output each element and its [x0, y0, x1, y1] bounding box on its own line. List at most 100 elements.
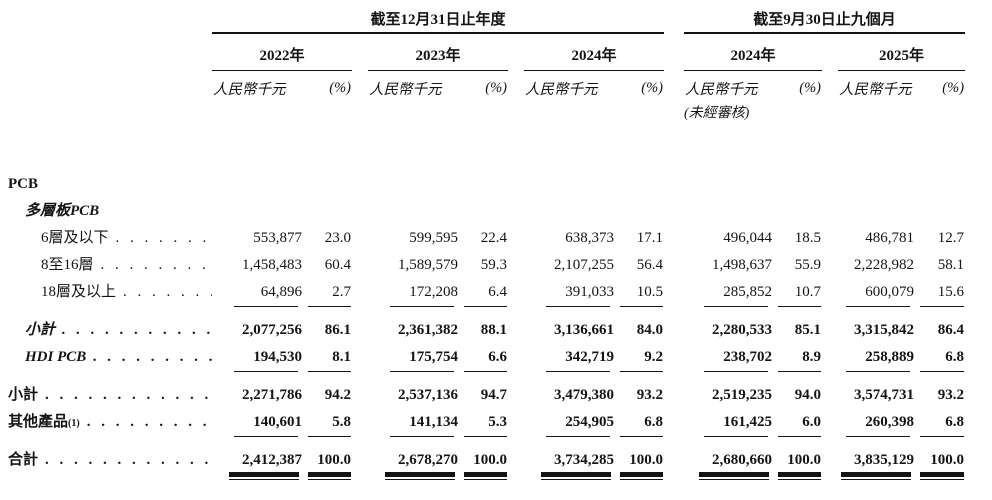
spacer — [664, 377, 684, 404]
spacer — [664, 431, 684, 442]
table-row: 合計 2,412,387 100.0 2,678,270 100.0 3,734,285 1… — [0, 442, 965, 469]
dot-leader — [55, 322, 212, 339]
cell-amount: 3,315,842 — [854, 322, 915, 338]
rule-segment — [778, 469, 822, 487]
row-label: 多層板PCB — [0, 193, 212, 220]
rule-segment — [212, 366, 308, 377]
cell-amount: 496,044 — [723, 230, 773, 246]
spacer — [508, 404, 524, 431]
table-row: 多層板PCB — [0, 193, 965, 220]
rule-segment — [920, 469, 965, 487]
rule-segment — [684, 431, 778, 442]
cell-amount: 172,208 — [409, 284, 458, 300]
cell-amount: 161,425 — [723, 414, 773, 430]
dot-leader — [109, 230, 212, 247]
spacer — [664, 301, 684, 312]
rule-segment — [464, 469, 508, 487]
spacer — [508, 442, 524, 469]
spacer — [664, 33, 684, 71]
rule-segment — [308, 431, 352, 442]
row-label-text: PCB — [8, 176, 38, 192]
rule-segment — [464, 301, 508, 312]
spacer — [822, 33, 838, 71]
cell-amount: 2,271,786 — [242, 387, 302, 403]
spacer — [0, 366, 212, 377]
cell-percent: 60.4 — [324, 257, 351, 273]
year-header-row: 2022年 2023年 2024年 2024年 2025年 — [0, 33, 966, 71]
spacer — [822, 339, 838, 366]
cell-amount: 486,781 — [865, 230, 915, 246]
row-label: 合計 — [0, 442, 212, 469]
rule-segment — [368, 366, 464, 377]
rule-segment — [524, 301, 620, 312]
dot-leader — [94, 257, 212, 274]
unaudited-row: (未經審核) — [0, 102, 965, 124]
spacer — [822, 312, 838, 339]
cell-amount: 553,877 — [253, 230, 302, 246]
rule-segment — [684, 301, 778, 312]
table-row: 18層及以上 64,896 2.7 172,208 6.4 391,033 10.5 285,… — [0, 274, 965, 301]
cell-amount: 2,680,660 — [712, 452, 773, 468]
spacer — [352, 312, 368, 339]
rule-segment — [308, 469, 352, 487]
period-header-annual: 截至12月31日止年度 — [212, 4, 665, 34]
unit-header-money: 人民幣千元 — [839, 82, 912, 98]
column-rule-row — [0, 366, 965, 377]
spacer — [822, 274, 838, 301]
cell-amount: 3,835,129 — [854, 452, 915, 468]
cell-percent: 93.2 — [636, 387, 664, 403]
row-label-text: 小計 — [8, 387, 39, 403]
cell-percent: 12.7 — [937, 230, 965, 246]
year-header-2023: 2023年 — [368, 33, 508, 71]
spacer — [352, 247, 368, 274]
table-row: PCB — [0, 166, 965, 193]
cell-amount: 140,601 — [253, 414, 302, 430]
rule-segment — [212, 301, 308, 312]
spacer — [508, 339, 524, 366]
total-double-rule-row — [0, 469, 965, 487]
cell-amount: 175,754 — [409, 349, 458, 365]
cell-percent: 15.6 — [937, 284, 965, 300]
rule-segment — [524, 469, 620, 487]
cell-amount: 1,498,637 — [712, 257, 773, 273]
rule-segment — [838, 469, 920, 487]
period-header-interim: 截至9月30日止九個月 — [684, 4, 966, 34]
row-label: HDI PCB — [0, 339, 212, 366]
cell-percent: 9.2 — [644, 349, 664, 365]
cell-amount: 2,519,235 — [712, 387, 773, 403]
cell-amount: 254,905 — [565, 414, 614, 430]
spacer — [822, 220, 838, 247]
cell-amount: 2,678,270 — [398, 452, 458, 468]
cell-percent: 5.8 — [332, 414, 351, 430]
dot-leader — [80, 414, 212, 431]
rule-segment — [920, 366, 965, 377]
row-label-text: 合計 — [8, 452, 39, 468]
cell-amount: 141,134 — [409, 414, 458, 430]
cell-percent: 100.0 — [930, 452, 965, 468]
cell-percent: 58.1 — [937, 257, 965, 273]
unit-header-pct: (%) — [641, 80, 664, 96]
row-label-text: 其他產品 — [8, 414, 69, 430]
dot-leader — [38, 387, 212, 404]
spacer — [352, 301, 368, 312]
unit-header-money: 人民幣千元 — [213, 82, 286, 98]
cell-percent: 100.0 — [317, 452, 351, 468]
year-header-2025-9m: 2025年 — [838, 33, 966, 71]
rule-segment — [684, 469, 778, 487]
cell-percent: 6.4 — [488, 284, 507, 300]
cell-percent: 94.7 — [480, 387, 507, 403]
year-header-2024: 2024年 — [524, 33, 665, 71]
rule-segment — [368, 301, 464, 312]
spacer — [352, 377, 368, 404]
cell-amount: 64,896 — [260, 284, 302, 300]
cell-amount: 3,734,285 — [554, 452, 614, 468]
unit-header-pct: (%) — [942, 80, 965, 96]
cell-amount: 2,361,382 — [398, 322, 458, 338]
rule-segment — [620, 469, 664, 487]
unit-header-pct: (%) — [799, 80, 822, 96]
spacer — [664, 220, 684, 247]
rule-segment — [524, 431, 620, 442]
cell-amount: 342,719 — [565, 349, 614, 365]
cell-amount: 238,702 — [723, 349, 773, 365]
spacer — [664, 339, 684, 366]
